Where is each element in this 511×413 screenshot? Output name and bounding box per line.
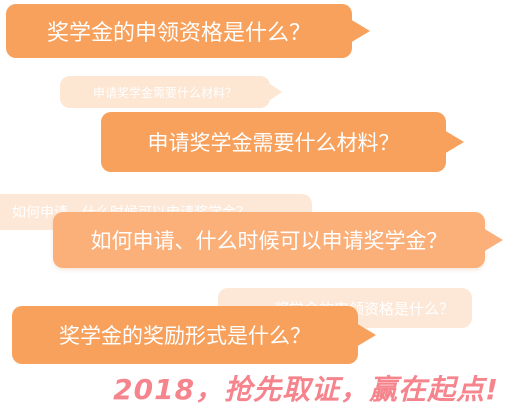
bubble-tail xyxy=(444,130,464,154)
question-when-text: 如何申请、什么时候可以申请奖学金？ xyxy=(90,229,448,253)
question-materials-text: 申请奖学金需要什么材料？ xyxy=(147,131,400,155)
question-bubble-forms[interactable]: 奖学金的奖励形式是什么？ xyxy=(12,306,376,364)
faded-bubble-materials: 申请奖学金需要什么材料？ xyxy=(60,76,282,108)
faded-bubble-materials-text: 申请奖学金需要什么材料？ xyxy=(92,85,237,100)
question-bubble-materials[interactable]: 申请奖学金需要什么材料？ xyxy=(101,112,464,172)
slogan-text: 2018，抢先取证，赢在起点! xyxy=(113,373,499,406)
bubble-tail xyxy=(483,228,503,252)
question-bubble-when[interactable]: 如何申请、什么时候可以申请奖学金？ xyxy=(53,212,503,268)
bubble-tail xyxy=(350,19,370,43)
bubble-tail xyxy=(270,84,282,100)
question-forms-text: 奖学金的奖励形式是什么？ xyxy=(59,324,311,348)
question-bubble-qualification[interactable]: 奖学金的申领资格是什么？ xyxy=(6,4,370,58)
question-qualification-text: 奖学金的申领资格是什么？ xyxy=(46,21,311,46)
bubble-tail xyxy=(356,323,376,347)
